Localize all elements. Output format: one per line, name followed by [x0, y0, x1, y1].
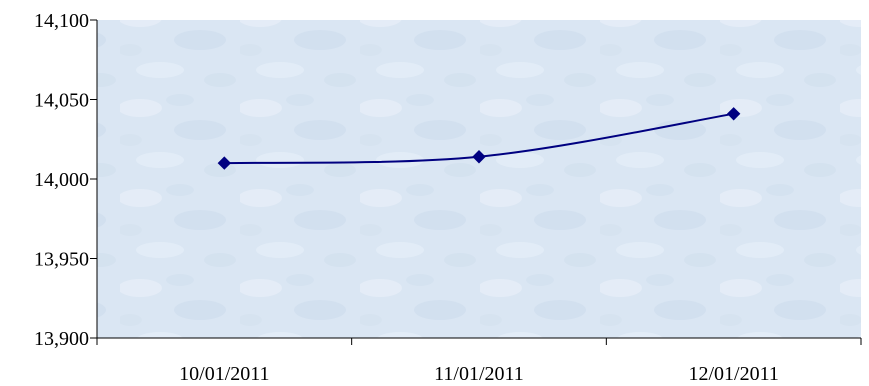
y-axis-ticks: 14,100 14,050 14,000 13,950 13,900 [34, 10, 97, 350]
data-point-marker [726, 107, 741, 121]
data-point-marker [217, 156, 232, 170]
y-tick-label: 14,100 [34, 10, 89, 32]
y-tick-label: 13,900 [34, 328, 89, 350]
x-tick-label: 10/01/2011 [179, 363, 269, 385]
x-axis-ticks: 10/01/2011 11/01/2011 12/01/2011 [96, 338, 862, 385]
x-tick-label: 11/01/2011 [434, 363, 524, 385]
y-tick-label: 13,950 [34, 249, 89, 271]
y-tick-label: 14,000 [34, 169, 89, 191]
data-markers [217, 107, 741, 170]
x-tick-label: 12/01/2011 [688, 363, 778, 385]
plot-area [97, 20, 861, 338]
data-point-marker [472, 150, 486, 164]
y-tick-label: 14,050 [34, 90, 89, 112]
